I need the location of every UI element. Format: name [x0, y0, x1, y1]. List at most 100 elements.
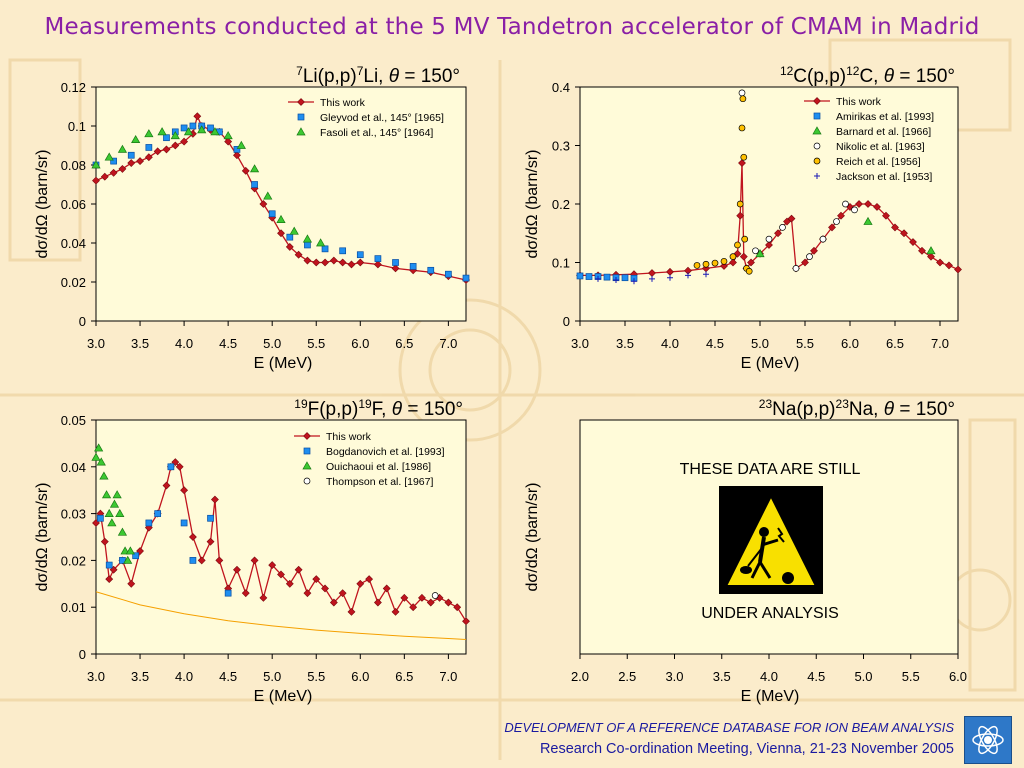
data-point [801, 258, 809, 267]
data-point [236, 140, 246, 149]
data-point [105, 575, 114, 584]
x-tick-label: 4.5 [219, 336, 237, 351]
data-point [631, 278, 637, 285]
chart-na23: 23Na(p,p)23Na, θ = 150° 2.0 2.5 3.0 3.5 4.0 4… [524, 397, 967, 705]
data-point [374, 255, 382, 262]
data-point [215, 556, 224, 565]
data-point [741, 235, 749, 243]
data-point [329, 256, 338, 265]
data-point [837, 211, 845, 220]
data-point [693, 262, 701, 269]
data-point [427, 266, 435, 274]
data-point [418, 593, 426, 602]
data-point [321, 258, 329, 267]
data-point [263, 191, 273, 200]
data-point [312, 258, 321, 267]
data-point [286, 233, 294, 241]
data-point [703, 271, 709, 278]
series [595, 271, 709, 285]
y-tick-label: 0 [79, 647, 86, 662]
data-point [810, 246, 818, 255]
data-point [711, 259, 719, 267]
data-point [729, 258, 737, 267]
data-point [864, 200, 872, 208]
data-point [813, 142, 821, 150]
data-point [167, 463, 175, 471]
data-point [123, 555, 133, 564]
data-point [792, 265, 800, 272]
slide-title: Measurements conducted at the 5 MV Tande… [44, 14, 980, 40]
data-point [842, 200, 849, 208]
series [576, 159, 962, 280]
footer-project-title: DEVELOPMENT OF A REFERENCE DATABASE FOR … [504, 720, 954, 735]
data-point [109, 168, 118, 177]
x-axis-label: E (MeV) [741, 355, 800, 372]
chart-c12: 12C(p,p)12C, θ = 150° 3.0 3.5 4.0 4.5 5.0 5.5… [524, 64, 962, 372]
data-point [392, 259, 399, 266]
data-point [900, 229, 908, 238]
data-point [373, 260, 382, 269]
data-point [127, 579, 136, 588]
x-tick-label: 6.5 [886, 336, 904, 351]
x-tick-label: 5.5 [902, 669, 920, 684]
data-point [813, 112, 821, 120]
data-point [312, 575, 321, 584]
x-tick-label: 4.0 [661, 336, 679, 351]
data-point [667, 274, 673, 281]
x-tick-label: 3.5 [616, 336, 634, 351]
data-point [180, 124, 188, 132]
legend-entry: Amirikas et al. [1993] [836, 111, 934, 123]
data-point [223, 131, 233, 140]
x-tick-label: 3.0 [665, 669, 683, 684]
data-point [101, 490, 112, 499]
data-point [197, 125, 207, 134]
data-point [277, 229, 285, 238]
data-point [100, 172, 109, 181]
data-point [649, 275, 655, 282]
x-axis-label: E (MeV) [254, 688, 313, 705]
data-point [621, 274, 629, 282]
data-point [851, 206, 858, 214]
data-point [936, 258, 944, 267]
x-axis-label: E (MeV) [741, 688, 800, 705]
data-point [926, 246, 936, 255]
data-point [927, 252, 935, 261]
data-point [814, 173, 820, 179]
data-point [833, 218, 840, 225]
data-point [806, 253, 813, 260]
data-point [702, 260, 710, 268]
data-point [277, 570, 285, 579]
data-point [153, 147, 162, 156]
data-point [338, 258, 347, 267]
y-axis-label: dσ/dΩ (barn/sr) [34, 483, 51, 592]
data-point [99, 471, 109, 480]
data-point [302, 461, 312, 470]
data-point [105, 561, 113, 569]
series [431, 592, 439, 599]
x-tick-label: 6.5 [395, 669, 413, 684]
data-point [321, 584, 329, 593]
data-point [356, 579, 365, 588]
data-point [268, 561, 277, 570]
y-tick-label: 0.2 [552, 197, 570, 212]
y-tick-label: 0.12 [61, 80, 86, 95]
data-point [736, 211, 745, 220]
legend-entry: Gleyvod et al., 145° [1965] [320, 112, 444, 124]
data-point [180, 137, 189, 146]
y-tick-label: 0.4 [552, 80, 570, 95]
data-point [91, 452, 101, 461]
x-tick-label: 6.5 [395, 336, 413, 351]
legend-entry: This work [326, 431, 372, 443]
data-point [96, 457, 106, 466]
data-point [603, 273, 611, 281]
chart-title: 19F(p,p)19F, θ = 150° [294, 397, 463, 420]
data-point [276, 214, 286, 223]
data-point [233, 565, 241, 574]
data-point [97, 514, 104, 522]
data-point [303, 589, 312, 598]
data-point [117, 527, 128, 536]
chart-panels: 7Li(p,p)7Li, θ = 150° 3.0 3.5 4.0 4.5 5.0 5.5… [34, 64, 967, 705]
data-point [145, 519, 153, 527]
x-tick-label: 4.5 [706, 336, 724, 351]
data-point [812, 126, 822, 135]
